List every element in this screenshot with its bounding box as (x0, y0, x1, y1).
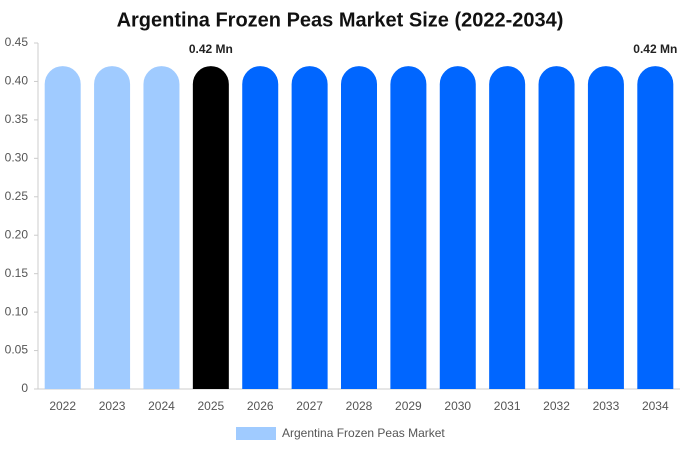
y-tick-label: 0.10 (5, 304, 29, 318)
legend-swatch (236, 427, 276, 440)
legend-label: Argentina Frozen Peas Market (282, 426, 445, 440)
y-tick-label: 0.25 (5, 189, 29, 203)
chart-title: Argentina Frozen Peas Market Size (2022-… (117, 9, 564, 31)
bar (94, 66, 131, 389)
bar (587, 66, 624, 389)
y-tick-label: 0.20 (5, 227, 29, 241)
x-tick-label: 2030 (444, 399, 471, 413)
x-tick-label: 2028 (346, 399, 373, 413)
bar (44, 66, 81, 389)
bar (143, 66, 180, 389)
x-tick-label: 2032 (543, 399, 570, 413)
bar (341, 66, 377, 389)
y-tick-label: 0.45 (5, 35, 29, 49)
x-tick-label: 2025 (197, 399, 224, 413)
bar (390, 66, 427, 389)
y-tick-label: 0.30 (5, 151, 29, 165)
y-tick-label: 0.05 (5, 343, 29, 357)
x-tick-label: 2029 (395, 399, 422, 413)
bar (242, 66, 279, 389)
y-tick-label: 0 (21, 381, 28, 395)
bar (439, 66, 476, 389)
x-tick-label: 2031 (494, 399, 521, 413)
x-tick-label: 2026 (247, 399, 274, 413)
x-tick-label: 2034 (642, 399, 669, 413)
data-label: 0.42 Mn (633, 42, 677, 56)
x-tick-label: 2027 (296, 399, 323, 413)
data-label: 0.42 Mn (189, 42, 233, 56)
x-tick-label: 2033 (593, 399, 620, 413)
y-tick-label: 0.40 (5, 74, 29, 88)
y-tick-label: 0.15 (5, 266, 29, 280)
bar (291, 66, 328, 389)
bar (637, 66, 674, 389)
x-tick-label: 2023 (99, 399, 126, 413)
bar (489, 66, 526, 389)
x-tick-label: 2024 (148, 399, 175, 413)
bar (538, 66, 575, 389)
bar (192, 66, 229, 389)
x-tick-label: 2022 (49, 399, 76, 413)
y-tick-label: 0.35 (5, 112, 29, 126)
